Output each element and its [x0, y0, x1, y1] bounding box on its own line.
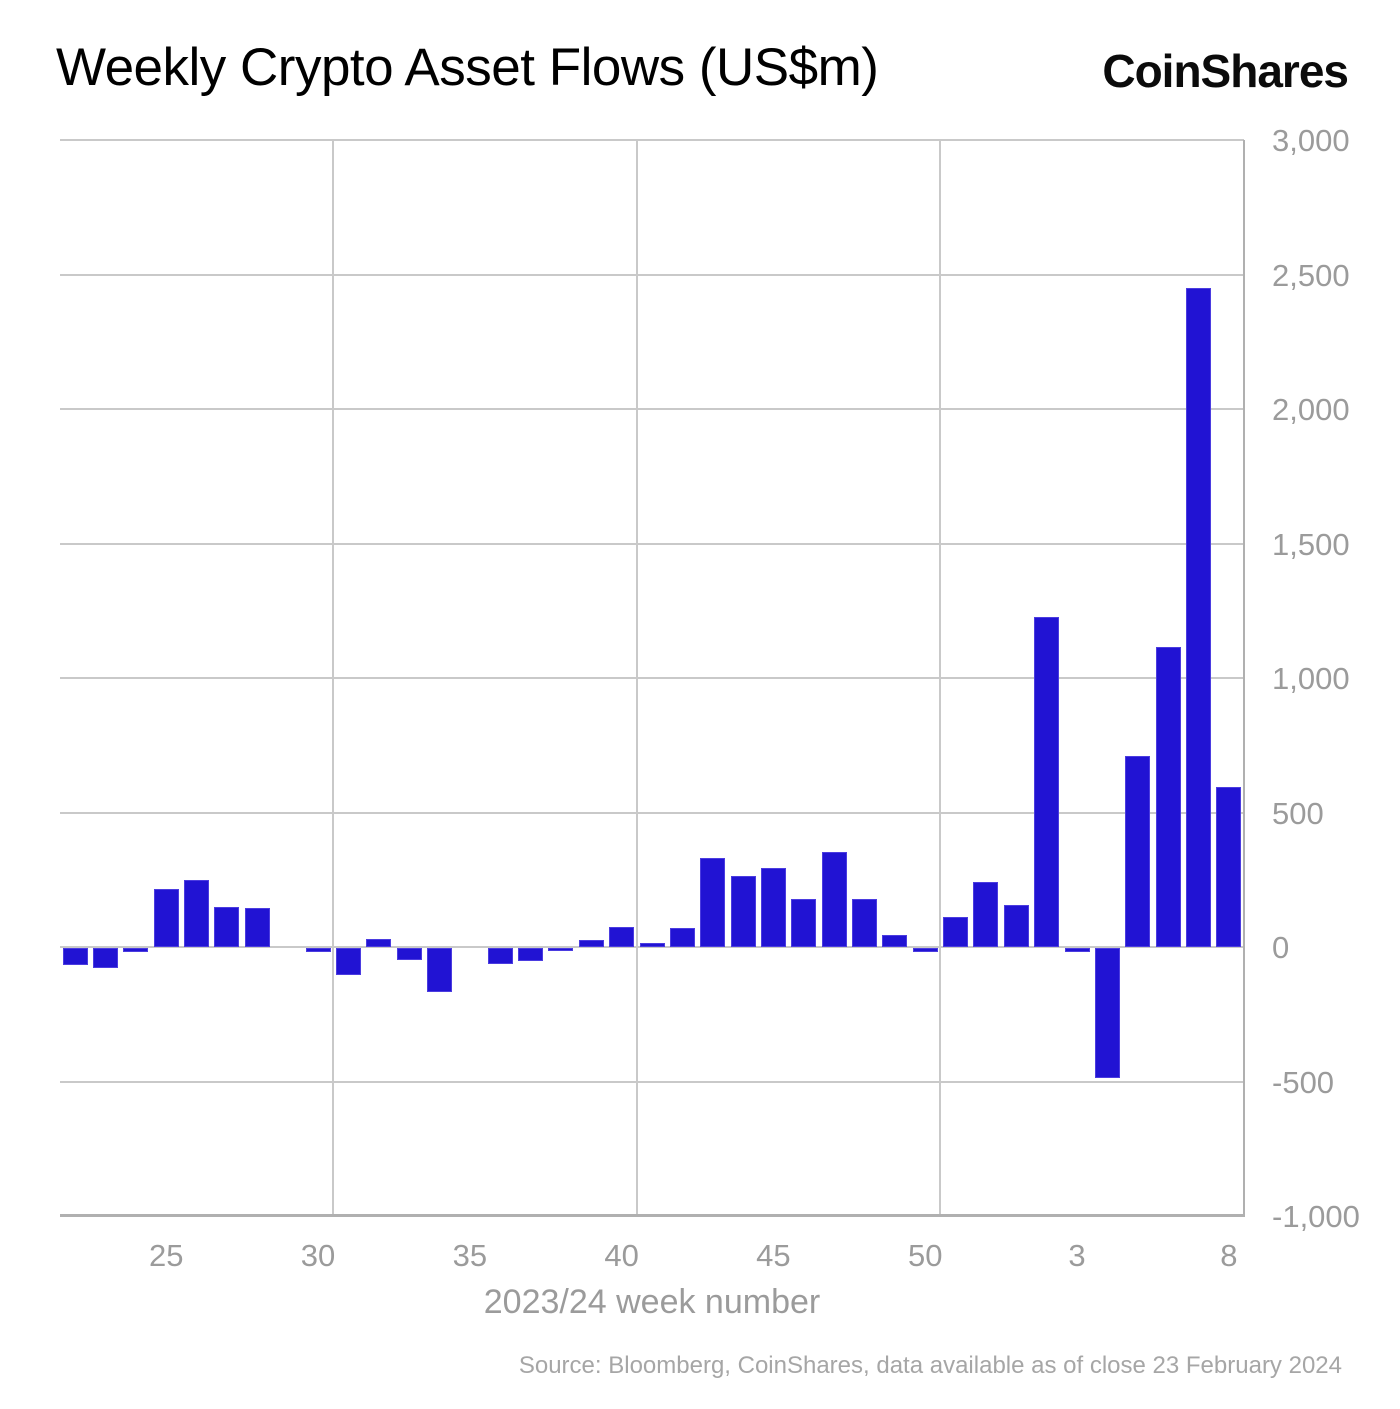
bar-week-25: [153, 889, 179, 947]
y-tick-label: -500: [1272, 1064, 1335, 1100]
h-gridline: [60, 1080, 1244, 1083]
bar-week-48: [852, 898, 877, 947]
bar-week-1: [1003, 905, 1029, 947]
bar-week-6: [1155, 647, 1181, 947]
bar-week-34: [426, 948, 452, 993]
bar-week-5: [1125, 756, 1151, 947]
bar-week-3: [1064, 948, 1090, 953]
x-axis-title: 2023/24 week number: [483, 1283, 821, 1321]
bar-week-33: [396, 948, 422, 961]
v-gridline: [635, 140, 638, 1216]
y-tick-label: 1,500: [1272, 526, 1350, 562]
bar-week-23: [93, 948, 119, 969]
v-gridline: [332, 140, 335, 1216]
bar-week-47: [821, 851, 847, 947]
bar-week-31: [335, 948, 361, 975]
bar-week-38: [548, 948, 574, 951]
x-tick-label: 35: [452, 1238, 488, 1273]
bar-week-36: [487, 948, 513, 965]
bar-week-32: [366, 938, 392, 947]
bar-week-45: [760, 867, 786, 947]
bar-week-52: [973, 882, 999, 947]
v-gridline: [939, 140, 942, 1216]
bar-week-4: [1094, 948, 1120, 1079]
bar-week-50: [912, 948, 938, 953]
h-gridline: [60, 677, 1244, 679]
y-axis-line: [1243, 140, 1245, 1217]
bar-week-46: [791, 898, 817, 947]
x-tick-label: 25: [149, 1238, 184, 1273]
chart-title: Weekly Crypto Asset Flows (US$m): [56, 38, 879, 97]
bar-week-44: [730, 875, 756, 947]
y-tick-label: 0: [1272, 930, 1290, 965]
h-gridline: [60, 811, 1244, 814]
coinshares-logo: CoinShares: [1102, 45, 1349, 97]
bar-week-8: [1216, 786, 1242, 947]
y-tick-label: 1,000: [1272, 661, 1350, 696]
bar-week-7: [1185, 287, 1211, 947]
bar-week-41: [639, 942, 665, 947]
bar-week-42: [669, 928, 695, 947]
bar-week-28: [244, 907, 270, 947]
x-tick-label: 50: [907, 1238, 943, 1273]
y-tick-label: 500: [1272, 795, 1324, 831]
y-tick-label: 2,000: [1272, 392, 1350, 427]
bar-week-43: [700, 858, 726, 947]
x-axis-line: [60, 1214, 1245, 1217]
y-tick-label: 2,500: [1272, 257, 1350, 293]
bar-week-49: [882, 934, 908, 947]
bar-week-27: [214, 906, 240, 947]
bar-week-51: [943, 917, 969, 947]
x-tick-label: 3: [1068, 1238, 1086, 1273]
y-tick-label: -1,000: [1272, 1199, 1360, 1234]
x-tick-label: 30: [300, 1238, 336, 1273]
bar-week-24: [123, 948, 149, 953]
y-tick-label: 3,000: [1272, 123, 1350, 158]
bar-week-2: [1034, 617, 1060, 947]
plot-area: 3,000 2,500 2,000 1,500 1,000 500 0 -500 -1,000 2…: [60, 125, 1360, 1271]
x-tick-label: 8: [1220, 1238, 1238, 1273]
bar-week-40: [609, 926, 635, 947]
bar-week-22: [62, 948, 88, 966]
bar-week-39: [578, 940, 604, 947]
bar-week-37: [518, 948, 544, 962]
x-tick-label: 40: [604, 1238, 639, 1273]
bar-week-26: [184, 879, 210, 947]
h-gridline: [60, 273, 1244, 276]
bar-week-30: [305, 948, 331, 953]
h-gridline: [60, 139, 1244, 141]
source-note: Source: Bloomberg, CoinShares, data avai…: [518, 1352, 1342, 1379]
h-gridline: [60, 946, 1244, 948]
h-gridline: [60, 408, 1244, 410]
x-tick-label: 45: [756, 1238, 791, 1273]
h-gridline: [60, 542, 1244, 545]
